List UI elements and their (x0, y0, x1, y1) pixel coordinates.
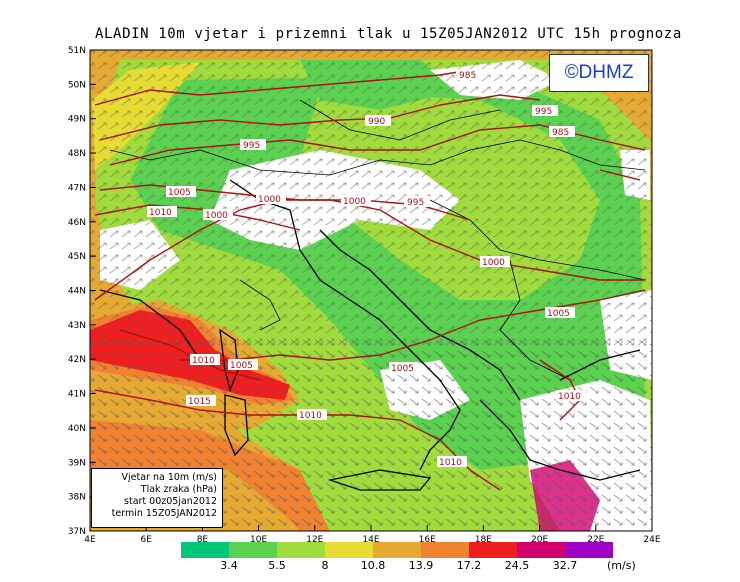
info-line: start 00z05jan2012 (124, 496, 217, 507)
colorbar-swatch (229, 542, 277, 558)
isobar-label: 985 (459, 71, 476, 81)
dhmz-logo: ©DHMZ (549, 54, 649, 92)
isobar-label: 1005 (547, 309, 570, 319)
colorbar-swatch (325, 542, 373, 558)
colorbar-label: 10.8 (360, 559, 386, 572)
lon-label: 18E (475, 535, 492, 545)
isobar-label: 1010 (192, 356, 215, 366)
lat-label: 39N (68, 458, 86, 468)
longitude-axis: 4E 6E 8E 10E 12E 14E 16E 18E 20E 22E 24E (84, 525, 661, 545)
lon-label: 6E (140, 535, 152, 545)
colorbar-swatch (373, 542, 421, 558)
isobar-label: 1000 (482, 258, 505, 268)
lat-label: 38N (68, 493, 86, 503)
map-area: 985 990 995 985 995 1005 1010 1000 1000 … (90, 50, 652, 531)
colorbar-swatch (565, 542, 613, 558)
isobar-label: 995 (535, 107, 552, 117)
lat-label: 49N (68, 115, 86, 125)
lon-label: 16E (419, 535, 436, 545)
lat-label: 40N (68, 424, 86, 434)
lat-label: 37N (68, 527, 86, 537)
info-box: Vjetar na 10m (m/s) Tlak zraka (hPa) sta… (91, 468, 223, 528)
isobar-label: 1010 (299, 411, 322, 421)
info-line: Tlak zraka (hPa) (140, 484, 217, 495)
isobar-label: 1000 (343, 197, 366, 207)
lon-label: 14E (362, 535, 379, 545)
lon-label: 10E (250, 535, 267, 545)
map-title: ALADIN 10m vjetar i prizemni tlak u 15Z0… (95, 26, 682, 42)
info-line: termin 15Z05JAN2012 (111, 508, 217, 519)
lat-label: 43N (68, 321, 86, 331)
wind-speed-colorbar (181, 542, 613, 558)
isobar-label: 990 (368, 117, 385, 127)
lat-label: 46N (68, 218, 86, 228)
colorbar-label: 17.2 (456, 559, 482, 572)
colorbar-label: 8 (321, 559, 329, 572)
isobar-label: 1000 (258, 195, 281, 205)
isobar-labels: 985 990 995 985 995 1005 1010 1000 1000 … (147, 69, 586, 468)
colorbar-label: 3.4 (220, 559, 238, 572)
isobar-label: 1010 (558, 392, 581, 402)
colorbar-swatch (181, 542, 229, 558)
lat-label: 50N (68, 80, 86, 90)
isobar-label: 1005 (168, 188, 191, 198)
lat-label: 47N (68, 183, 86, 193)
isobar-label: 1015 (188, 397, 211, 407)
lon-label: 22E (587, 535, 604, 545)
isobar-label: 1010 (439, 458, 462, 468)
isobar-label: 1000 (205, 211, 228, 221)
colorbar-units: (m/s) (607, 559, 636, 572)
lat-label: 44N (68, 287, 86, 297)
colorbar-label: 32.7 (552, 559, 578, 572)
isobar-label: 1005 (230, 361, 253, 371)
lat-label: 51N (68, 46, 86, 56)
latitude-axis: 51N 50N 49N 48N 47N 46N 45N 44N 43N 42N 41N 40N 39N 3… (68, 46, 96, 537)
colorbar-swatch (469, 542, 517, 558)
info-line: Vjetar na 10m (m/s) (121, 472, 218, 483)
lon-label: 4E (84, 535, 96, 545)
colorbar-label: 13.9 (408, 559, 434, 572)
isobar-label: 1005 (391, 364, 414, 374)
lat-label: 41N (68, 390, 86, 400)
isobar-label: 995 (407, 198, 424, 208)
colorbar-label: 24.5 (504, 559, 530, 572)
colorbar-swatch (277, 542, 325, 558)
colorbar-label: 5.5 (268, 559, 286, 572)
isobar-label: 985 (552, 128, 569, 138)
isobar-label: 995 (243, 141, 260, 151)
colorbar-swatch (517, 542, 565, 558)
colorbar-swatch (421, 542, 469, 558)
lon-label: 12E (306, 535, 323, 545)
isobar-label: 1010 (149, 208, 172, 218)
lon-label: 8E (197, 535, 209, 545)
lon-label: 20E (531, 535, 548, 545)
lon-label: 24E (643, 535, 660, 545)
lat-label: 42N (68, 355, 86, 365)
lat-label: 45N (68, 252, 86, 262)
lat-label: 48N (68, 149, 86, 159)
